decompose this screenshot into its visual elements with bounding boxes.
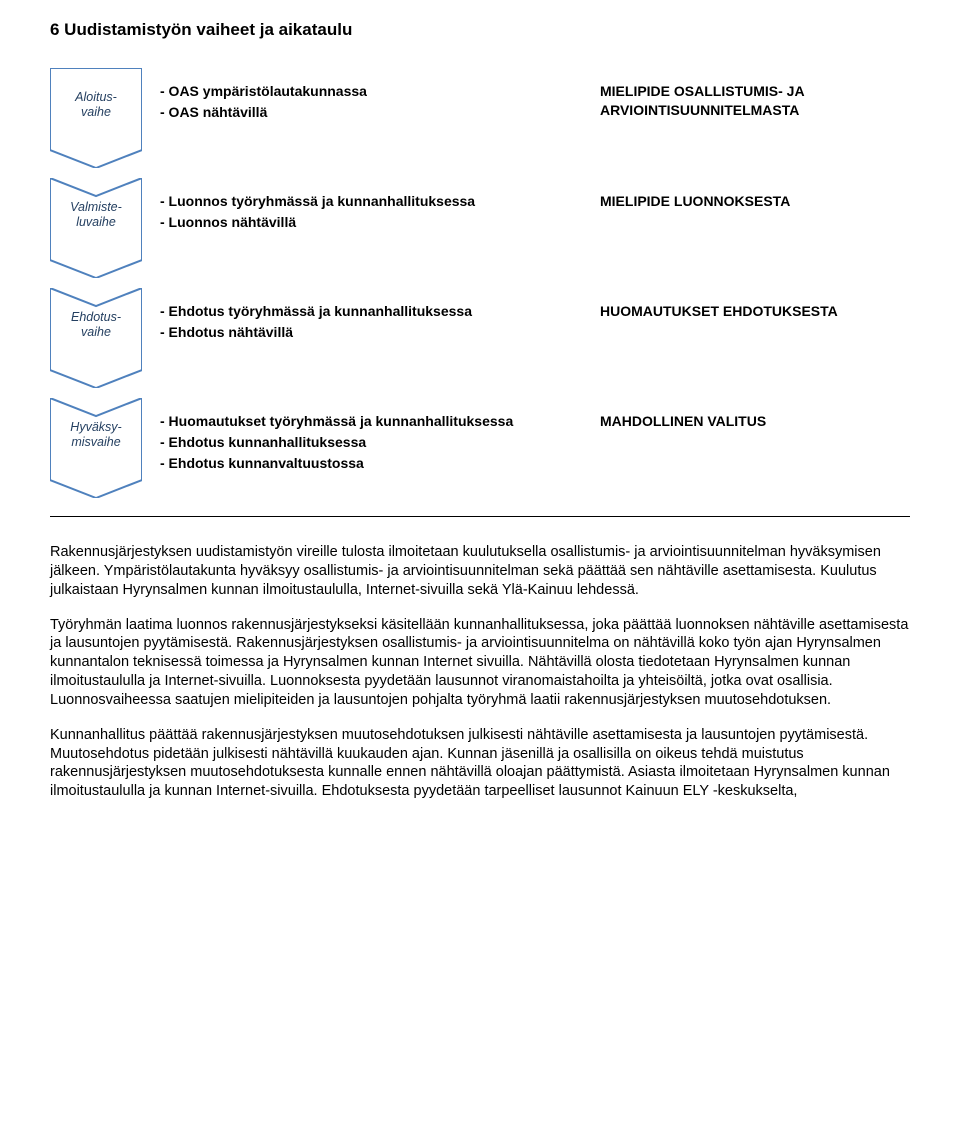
action-item: - Ehdotus kunnanvaltuustossa: [160, 454, 586, 473]
chevron-label-line2: misvaihe: [71, 435, 120, 449]
page-title: 6 Uudistamistyön vaiheet ja aikataulu: [50, 20, 910, 40]
paragraph: Kunnanhallitus päättää rakennusjärjestyk…: [50, 726, 910, 801]
action-item: - Luonnos työryhmässä ja kunnanhallituks…: [160, 192, 586, 211]
phase-diagram: Aloitus- vaihe - OAS ympäristölautakunna…: [50, 68, 910, 498]
action-item: - Ehdotus nähtävillä: [160, 323, 586, 342]
body-text: Rakennusjärjestyksen uudistamistyön vire…: [50, 543, 910, 801]
action-item: - Ehdotus työryhmässä ja kunnanhallituks…: [160, 302, 586, 321]
chevron-label-line1: Hyväksy-: [70, 420, 121, 434]
chevron-label-line1: Valmiste-: [70, 200, 122, 214]
chevron-label-line2: luvaihe: [76, 215, 116, 229]
phase-feedback: HUOMAUTUKSET EHDOTUKSESTA: [600, 288, 910, 388]
divider: [50, 516, 910, 517]
chevron-label-line2: vaihe: [81, 325, 111, 339]
phase-feedback: MIELIPIDE LUONNOKSESTA: [600, 178, 910, 278]
action-item: - Huomautukset työryhmässä ja kunnanhall…: [160, 412, 586, 431]
phase-actions: - Luonnos työryhmässä ja kunnanhallituks…: [142, 178, 600, 278]
feedback-line1: HUOMAUTUKSET EHDOTUKSESTA: [600, 303, 838, 319]
phase-row-aloitus: Aloitus- vaihe - OAS ympäristölautakunna…: [50, 68, 910, 168]
chevron-label-line1: Aloitus-: [75, 90, 117, 104]
phase-actions: - OAS ympäristölautakunnassa - OAS nähtä…: [142, 68, 600, 168]
chevron-ehdotus: Ehdotus- vaihe: [50, 288, 142, 388]
phase-feedback: MIELIPIDE OSALLISTUMIS- JA ARVIOINTISUUN…: [600, 68, 910, 168]
paragraph: Rakennusjärjestyksen uudistamistyön vire…: [50, 543, 910, 600]
paragraph: Työryhmän laatima luonnos rakennusjärjes…: [50, 616, 910, 710]
action-item: - Ehdotus kunnanhallituksessa: [160, 433, 586, 452]
action-item: - Luonnos nähtävillä: [160, 213, 586, 232]
chevron-valmistelu: Valmiste- luvaihe: [50, 178, 142, 278]
action-item: - OAS nähtävillä: [160, 103, 586, 122]
feedback-line1: MIELIPIDE OSALLISTUMIS- JA: [600, 83, 805, 99]
chevron-hyvaksymis: Hyväksy- misvaihe: [50, 398, 142, 498]
phase-row-valmistelu: Valmiste- luvaihe - Luonnos työryhmässä …: [50, 178, 910, 278]
feedback-line2: ARVIOINTISUUNNITELMASTA: [600, 102, 799, 118]
phase-feedback: MAHDOLLINEN VALITUS: [600, 398, 910, 498]
phase-actions: - Ehdotus työryhmässä ja kunnanhallituks…: [142, 288, 600, 388]
feedback-line1: MIELIPIDE LUONNOKSESTA: [600, 193, 790, 209]
feedback-line1: MAHDOLLINEN VALITUS: [600, 413, 766, 429]
phase-row-hyvaksymis: Hyväksy- misvaihe - Huomautukset työryhm…: [50, 398, 910, 498]
action-item: - OAS ympäristölautakunnassa: [160, 82, 586, 101]
chevron-label-line2: vaihe: [81, 105, 111, 119]
phase-actions: - Huomautukset työryhmässä ja kunnanhall…: [142, 398, 600, 498]
chevron-aloitus: Aloitus- vaihe: [50, 68, 142, 168]
phase-row-ehdotus: Ehdotus- vaihe - Ehdotus työryhmässä ja …: [50, 288, 910, 388]
chevron-label-line1: Ehdotus-: [71, 310, 121, 324]
